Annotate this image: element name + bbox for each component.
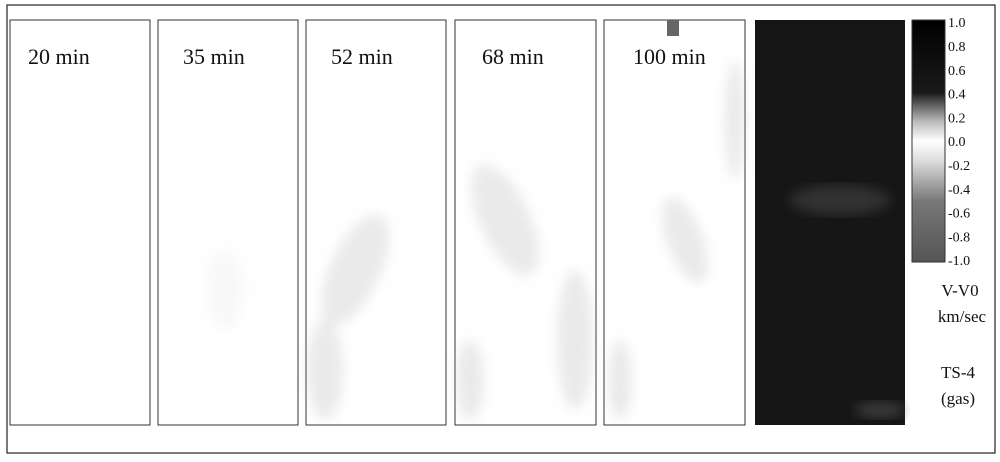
panel-label: 100 min bbox=[633, 44, 706, 69]
colorbar bbox=[912, 20, 945, 262]
colorbar-tick-label: 1.0 bbox=[948, 16, 966, 31]
colorbar-tick-label: 0.8 bbox=[948, 40, 966, 55]
panel-label: 20 min bbox=[28, 44, 90, 69]
colorbar-tick-label: 0.6 bbox=[948, 64, 966, 79]
unit: km/sec bbox=[938, 307, 987, 326]
dark-panel bbox=[755, 20, 905, 425]
colorbar-tick-label: 0.0 bbox=[948, 135, 966, 150]
anomaly-top bbox=[667, 20, 679, 36]
panel-label: 35 min bbox=[183, 44, 245, 69]
annotations: V-V0 km/sec TS-4 (gas) bbox=[938, 281, 987, 408]
panel bbox=[158, 20, 298, 425]
panel-label: 52 min bbox=[331, 44, 393, 69]
panel-label: 68 min bbox=[482, 44, 544, 69]
colorbar-tick-label: -1.0 bbox=[948, 254, 970, 269]
colorbar-tick-label: -0.4 bbox=[948, 183, 970, 198]
colorbar-ticks: 1.0 0.8 0.6 0.4 0.2 0.0 -0.2 -0.4 -0.6 -0.8 -1.0 bbox=[948, 16, 970, 269]
colorbar-tick-label: -0.8 bbox=[948, 230, 970, 245]
quantity: V-V0 bbox=[941, 281, 978, 300]
colorbar-tick-label: -0.2 bbox=[948, 159, 970, 174]
panel bbox=[10, 20, 150, 425]
sample-phase: (gas) bbox=[941, 389, 975, 408]
figure: 20 min 35 min 52 min 68 min 100 min 1.0 0… bbox=[0, 0, 1000, 457]
colorbar-tick-label: 0.4 bbox=[948, 88, 966, 103]
sample-name: TS-4 bbox=[941, 363, 976, 382]
colorbar-tick-label: 0.2 bbox=[948, 111, 966, 126]
colorbar-tick-label: -0.6 bbox=[948, 207, 970, 222]
